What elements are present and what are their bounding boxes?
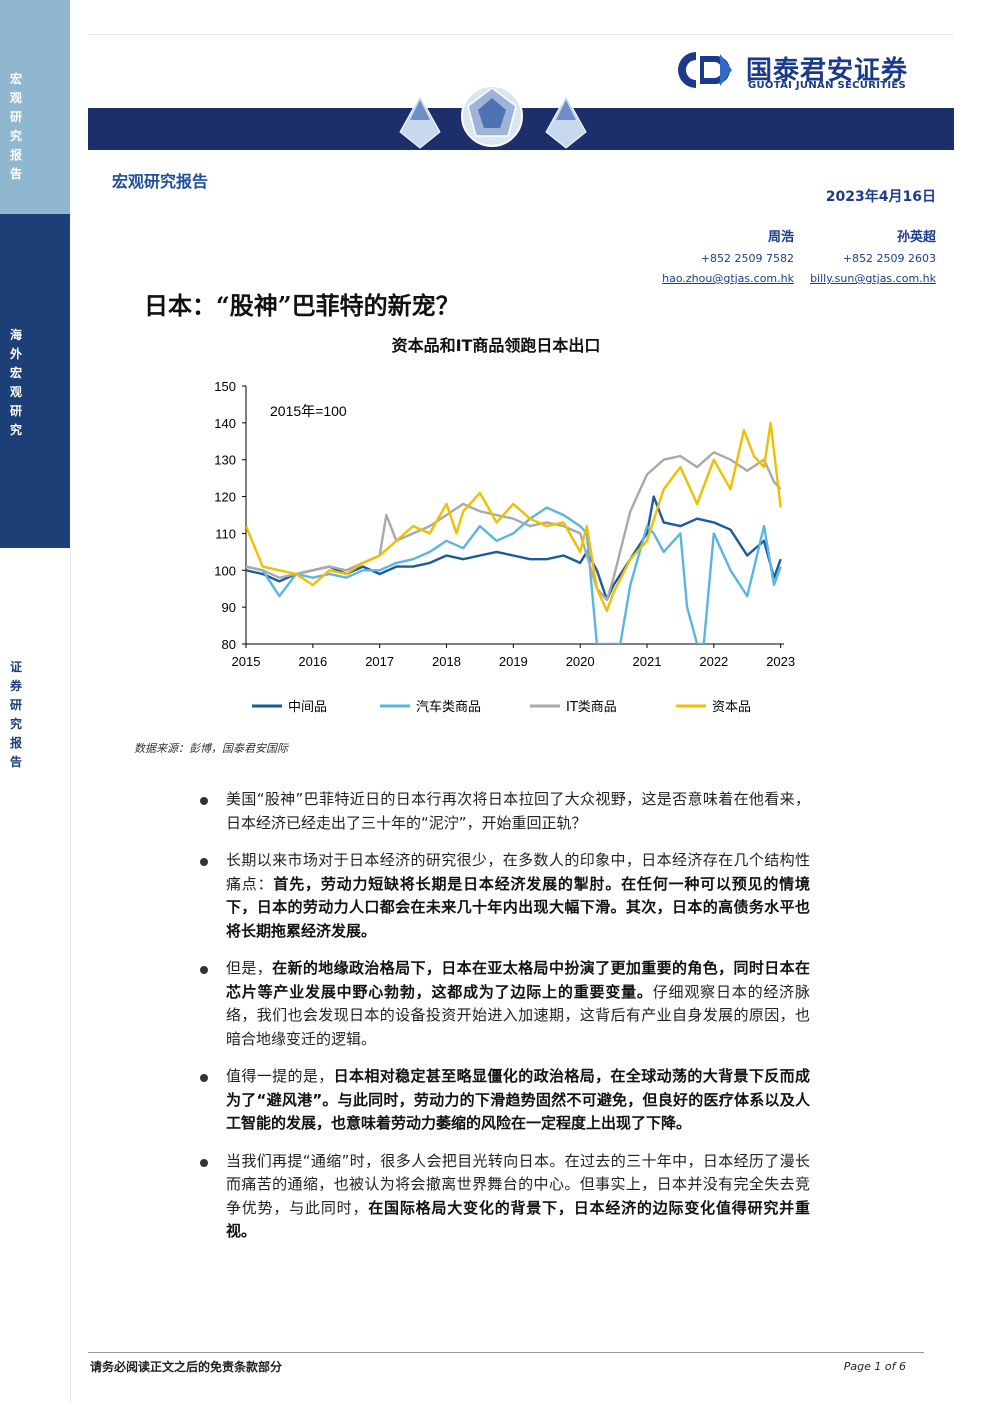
- series-line-1: [246, 506, 782, 644]
- chart-source: 数据来源：彭博，国泰君安国际: [134, 742, 288, 755]
- legend-label: IT类商品: [566, 700, 617, 715]
- bullet-text: 但是，: [226, 959, 273, 977]
- logo-chinese-name: 国泰君安证券: [746, 56, 909, 86]
- bullet-bold-text: 日本相对稳定甚至略显僵化的政治格局，在全球动荡的大背景下反而成为了“避风港”。与…: [226, 1067, 810, 1132]
- logo-english-name: GUOTAI JUNAN SECURITIES: [748, 80, 907, 91]
- author-email-link[interactable]: hao.zhou@gtjas.com.hk: [662, 272, 794, 285]
- y-tick-label: 140: [214, 416, 236, 431]
- x-tick-label: 2021: [633, 654, 662, 669]
- sidebar-label-securities: 证券研究报告: [10, 660, 23, 769]
- y-tick-label: 100: [214, 563, 236, 578]
- series-line-0: [246, 495, 782, 602]
- author-phone: +852 2509 2603: [842, 252, 936, 265]
- x-tick-label: 2020: [566, 654, 595, 669]
- y-tick-label: 130: [214, 453, 236, 468]
- bullet-dot-icon: [200, 858, 208, 866]
- bullet-item: 长期以来市场对于日本经济的研究很少，在多数人的印象中，日本经济存在几个结构性痛点…: [198, 849, 810, 943]
- x-tick-label: 2018: [432, 654, 461, 669]
- x-tick-label: 2017: [365, 654, 394, 669]
- footer-rule: [88, 1352, 924, 1353]
- bullet-item: 值得一提的是，日本相对稳定甚至略显僵化的政治格局，在全球动荡的大背景下反而成为了…: [198, 1065, 810, 1136]
- bullet-text: 仔细观察日本的经济脉络，我们也会发现日本的设备投资开始进入加速期，这背后有产业自…: [226, 982, 810, 1048]
- chart-annotation: 2015年=100: [270, 403, 347, 419]
- legend-label: 中间品: [288, 700, 327, 715]
- report-title: 日本：“股神”巴菲特的新宠？: [144, 291, 460, 320]
- bullet-bold-text: 首先，劳动力短缺将长期是日本经济发展的掣肘。在任何一种可以预见的情境下，日本的劳…: [226, 874, 810, 940]
- page-number: Page 1 of 6: [843, 1360, 906, 1373]
- x-tick-label: 2023: [766, 654, 795, 669]
- sidebar-segment-overseas: 海外宏观研究: [0, 214, 70, 548]
- bullet-text: 当我们再提“通缩”时，很多人会把目光转向日本。在过去的三十年中，日本经历了漫长而…: [226, 1151, 810, 1217]
- report-date: 2023年4月16日: [825, 189, 936, 205]
- bullet-bold-text: 在国际格局大变化的背景下，日本经济的边际变化值得研究并重视。: [226, 1198, 810, 1241]
- sidebar-label-macro: 宏观研究报告: [10, 72, 23, 181]
- bullet-bold-text: 在新的地缘政治格局下，日本在亚太格局中扮演了更加重要的角色，同时日本在芯片等产业…: [226, 959, 810, 1001]
- sidebar-label-overseas: 海外宏观研究: [10, 328, 23, 437]
- x-tick-label: 2022: [699, 654, 728, 669]
- bullet-dot-icon: [200, 966, 208, 974]
- bullet-dot-icon: [200, 1074, 208, 1082]
- x-tick-label: 2015: [232, 654, 261, 669]
- y-tick-label: 110: [215, 526, 236, 541]
- series-line-2: [246, 451, 782, 602]
- sidebar-segment-macro: 宏观研究报告: [0, 0, 70, 214]
- bullet-item: 美国“股神”巴菲特近日的日本行再次将日本拉回了大众视野，这是否意味着在他看来，日…: [198, 788, 810, 835]
- bullet-list: 美国“股神”巴菲特近日的日本行再次将日本拉回了大众视野，这是否意味着在他看来，日…: [198, 788, 810, 1258]
- y-tick-label: 120: [214, 490, 236, 505]
- series-line-3: [246, 421, 782, 613]
- x-tick-label: 2016: [298, 654, 327, 669]
- x-tick-label: 2019: [499, 654, 528, 669]
- bullet-dot-icon: [200, 1158, 208, 1167]
- bullet-text: 值得一提的是，: [226, 1067, 334, 1085]
- bullet-text: 长期以来市场对于日本经济的研究很少，在多数人的印象中，日本经济存在几个结构性痛点…: [226, 851, 810, 893]
- legend-label: 资本品: [712, 700, 751, 715]
- y-tick-label: 90: [222, 600, 236, 615]
- footer-disclaimer: 请务必阅读正文之后的免责条款部分: [90, 1360, 283, 1374]
- y-tick-label: 80: [222, 637, 236, 652]
- bullet-item: 但是，在新的地缘政治格局下，日本在亚太格局中扮演了更加重要的角色，同时日本在芯片…: [198, 957, 810, 1051]
- bullet-dot-icon: [200, 797, 208, 805]
- sidebar: 宏观研究报告 海外宏观研究 证券研究报告: [0, 0, 71, 1403]
- report-type: 宏观研究报告: [112, 172, 209, 191]
- author-name: 孙英超: [896, 230, 936, 245]
- header-rule: [88, 34, 954, 35]
- author-name: 周浩: [767, 230, 794, 245]
- author-email-link[interactable]: billy.sun@gtjas.com.hk: [810, 272, 936, 285]
- line-chart: 80 90 100 110 120 130 140 150 2015 2016 2017 2018 20…: [196, 372, 816, 722]
- sidebar-segment-securities: 证券研究报告: [0, 548, 71, 1403]
- y-tick-label: 150: [214, 379, 236, 394]
- chart-title: 资本品和IT商品领跑日本出口: [391, 336, 601, 355]
- author-phone: +852 2509 7582: [700, 252, 794, 265]
- author-block-2: 孙英超 +852 2509 2603 billy.sun@gtjas.com.h…: [810, 226, 936, 285]
- gtja-logo-icon: [678, 52, 732, 88]
- diamonds-icon: [399, 85, 587, 149]
- bullet-text: 美国“股神”巴菲特近日的日本行再次将日本拉回了大众视野，这是否意味着在他看来，日…: [226, 790, 810, 832]
- legend-label: 汽车类商品: [416, 699, 481, 715]
- bullet-item: 当我们再提“通缩”时，很多人会把目光转向日本。在过去的三十年中，日本经历了漫长而…: [198, 1150, 810, 1244]
- chart-svg: 80 90 100 110 120 130 140 150 2015 2016 2017 2018 20…: [214, 379, 795, 715]
- author-block-1: 周浩 +852 2509 7582 hao.zhou@gtjas.com.hk: [662, 226, 794, 285]
